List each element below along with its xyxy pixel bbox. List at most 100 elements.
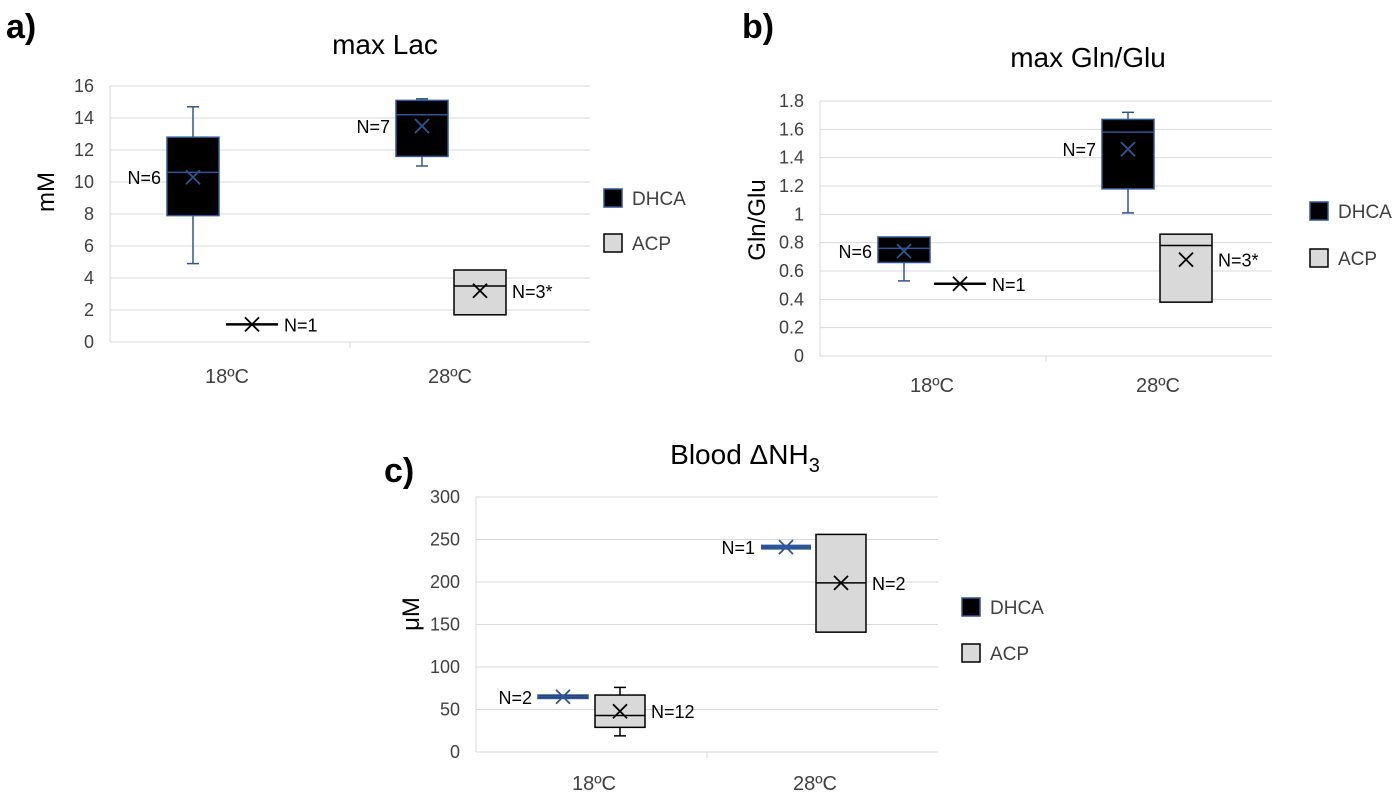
box-body: [1159, 233, 1213, 303]
mean-marker: [778, 539, 794, 555]
y-tick-label: 1.6: [779, 119, 804, 139]
mean-marker: [472, 283, 488, 299]
chart-title: max Lac: [332, 29, 438, 60]
dhca-box-2: N=7: [1062, 111, 1155, 214]
y-tick-label: 1.4: [779, 148, 804, 168]
x-category-label: 28ºC: [428, 366, 472, 388]
y-tick-label: 0.4: [779, 289, 804, 309]
acp-box-1: N=1: [226, 315, 318, 335]
mean-marker: [414, 118, 430, 134]
y-tick-label: 0: [450, 742, 460, 762]
y-tick-label: 0.2: [779, 318, 804, 338]
y-tick-label: 8: [84, 204, 94, 224]
chart-panel-1: 0 2 4 6 8 10 12 14 16 18ºC 28ºC max Lac mM a) N=6 N=7 N=…: [6, 8, 686, 388]
n-label: N=12: [651, 702, 695, 722]
x-category-label: 18ºC: [572, 773, 616, 795]
legend-label-dhca: DHCA: [990, 598, 1044, 619]
mean-marker: [896, 243, 912, 259]
mean-marker: [952, 276, 968, 292]
panel-label: a): [6, 8, 36, 46]
dhca-box-1: N=6: [127, 106, 220, 265]
legend-label-acp: ACP: [632, 234, 671, 255]
panel-label: c): [384, 452, 414, 490]
y-tick-label: 16: [74, 76, 94, 96]
box-body: [877, 236, 931, 264]
mean-marker: [1178, 252, 1194, 268]
y-tick-label: 250: [430, 530, 460, 550]
y-tick-label: 1.2: [779, 176, 804, 196]
n-label: N=3*: [1218, 251, 1259, 271]
title-subscript: 3: [809, 455, 820, 477]
box-body: [453, 269, 507, 316]
mean-marker: [555, 689, 571, 705]
n-label: N=7: [1062, 140, 1096, 160]
y-tick-label: 50: [440, 700, 460, 720]
n-label: N=2: [498, 688, 532, 708]
x-category-label: 28ºC: [1136, 375, 1180, 397]
acp-box-2: N=2: [815, 533, 906, 633]
chart-title: max Gln/Glu: [1010, 42, 1166, 73]
panel-label: b): [742, 8, 774, 46]
n-label: N=3*: [512, 282, 553, 302]
mean-marker: [612, 703, 628, 719]
y-tick-label: 1: [794, 204, 804, 224]
x-category-label: 18ºC: [205, 366, 249, 388]
mean-marker: [185, 169, 201, 185]
y-tick-label: 0: [794, 346, 804, 366]
y-tick-label: 12: [74, 140, 94, 160]
legend-label-acp: ACP: [1338, 249, 1377, 270]
acp-box-2: N=3*: [453, 269, 553, 316]
y-tick-label: 1.8: [779, 91, 804, 111]
n-label: N=2: [872, 574, 906, 594]
legend-swatch-acp: [603, 233, 623, 253]
chart-panel-3: 0 50 100 150 200 250 300 18ºC 28ºC Blood ΔNH3 μM c)…: [384, 439, 1044, 795]
y-tick-label: 6: [84, 236, 94, 256]
y-tick-label: 14: [74, 108, 94, 128]
legend: DHCA ACP: [603, 188, 686, 255]
legend: DHCA ACP: [961, 597, 1044, 665]
y-tick-label: 2: [84, 300, 94, 320]
y-tick-label: 300: [430, 487, 460, 507]
y-tick-label: 150: [430, 615, 460, 635]
n-label: N=6: [127, 168, 161, 188]
x-category-label: 28ºC: [793, 773, 837, 795]
legend-swatch-acp: [961, 643, 981, 663]
dhca-box-1: N=2: [498, 688, 589, 708]
dhca-box-2: N=7: [356, 98, 449, 167]
y-axis-label: mM: [33, 172, 60, 212]
legend: DHCA ACP: [1309, 201, 1392, 270]
n-label: N=6: [838, 242, 872, 262]
legend-label-acp: ACP: [990, 644, 1029, 665]
mean-marker: [244, 316, 260, 333]
dhca-box-1: N=6: [838, 236, 931, 282]
acp-box-1: N=1: [934, 275, 1026, 295]
legend-swatch-dhca: [1309, 201, 1329, 221]
acp-box-2: N=3*: [1159, 233, 1259, 303]
n-label: N=1: [721, 538, 755, 558]
acp-box-1: N=12: [594, 686, 695, 737]
y-tick-label: 200: [430, 572, 460, 592]
chart-panel-2: 0 0.2 0.4 0.6 0.8 1 1.2 1.4 1.6 1.8 18ºC 28ºC max Gl…: [742, 8, 1392, 397]
dhca-box-2: N=1: [721, 538, 811, 558]
y-tick-label: 4: [84, 268, 94, 288]
y-tick-label: 0: [84, 332, 94, 352]
y-tick-label: 10: [74, 172, 94, 192]
mean-marker: [833, 575, 849, 591]
y-tick-label: 0.6: [779, 261, 804, 281]
y-tick-label: 0.8: [779, 233, 804, 253]
n-label: N=1: [992, 275, 1026, 295]
legend-swatch-dhca: [603, 188, 623, 208]
legend-label-dhca: DHCA: [1338, 202, 1392, 223]
x-category-label: 18ºC: [910, 375, 954, 397]
chart-title: Blood ΔNH3: [670, 439, 820, 477]
y-axis-label: Gln/Glu: [744, 179, 771, 260]
n-label: N=1: [284, 315, 318, 335]
n-label: N=7: [356, 117, 390, 137]
legend-swatch-dhca: [961, 597, 981, 617]
y-tick-label: 100: [430, 657, 460, 677]
y-axis-label: μM: [398, 597, 425, 631]
legend-label-dhca: DHCA: [632, 189, 686, 210]
legend-swatch-acp: [1309, 248, 1329, 268]
mean-marker: [1120, 141, 1136, 157]
